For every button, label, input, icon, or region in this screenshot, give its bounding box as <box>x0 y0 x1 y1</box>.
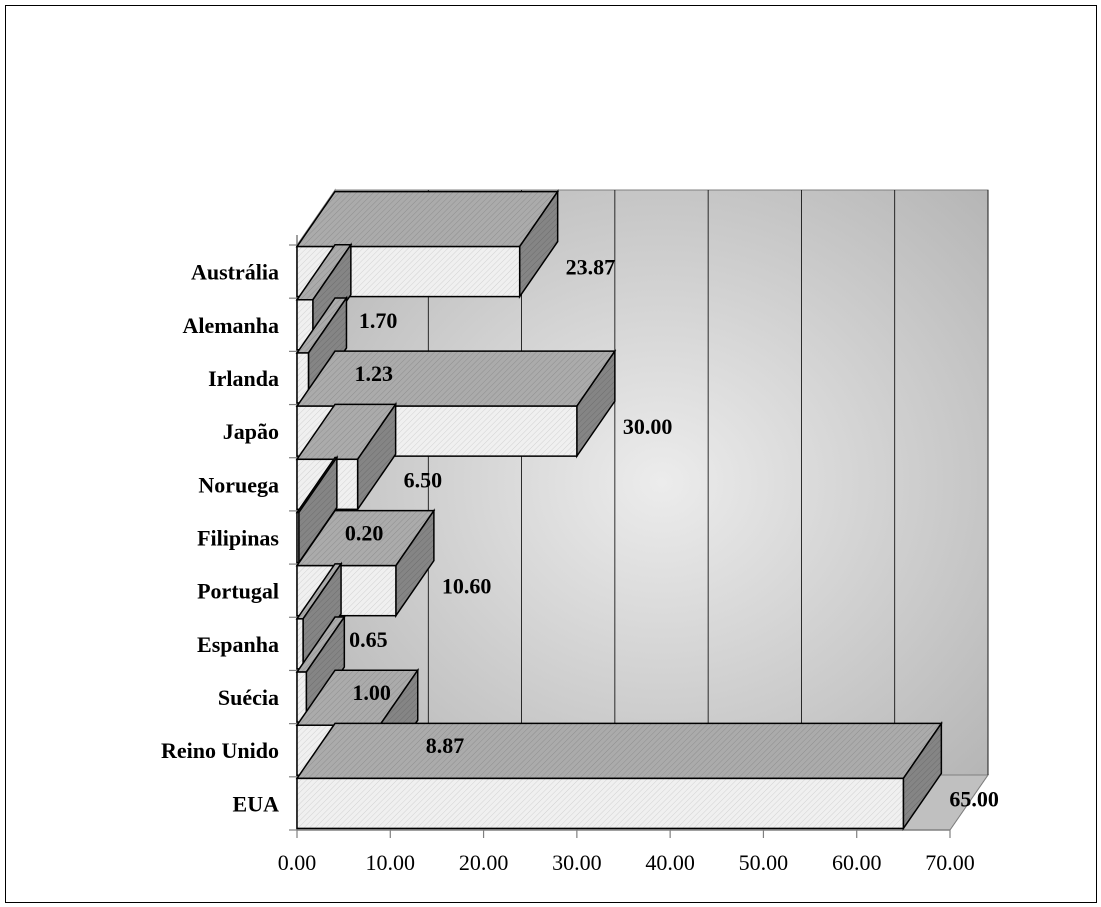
category-label: Alemanha <box>182 313 279 338</box>
bar-espanha <box>295 561 343 672</box>
x-tick-label: 50.00 <box>739 850 789 875</box>
x-tick-label: 60.00 <box>832 850 882 875</box>
category-label: Filipinas <box>197 526 279 551</box>
data-label: 0.65 <box>349 627 388 652</box>
x-tick-label: 70.00 <box>925 850 975 875</box>
category-label: Portugal <box>197 579 279 604</box>
data-label: 65.00 <box>949 786 999 811</box>
bar-front-face <box>296 777 905 830</box>
bar-portugal <box>295 508 436 619</box>
x-tick-label: 40.00 <box>645 850 695 875</box>
bar-filipinas <box>295 455 339 565</box>
data-label: 10.60 <box>442 574 492 599</box>
bar-suecia <box>295 614 346 725</box>
bar-front-face <box>296 511 300 564</box>
bar-top-face <box>295 350 617 407</box>
category-label: Irlanda <box>208 366 279 391</box>
bars <box>295 189 943 831</box>
data-label: 1.00 <box>352 680 391 705</box>
category-label: Austrália <box>191 260 279 285</box>
category-label: EUA <box>233 791 280 816</box>
bar-top-face <box>295 190 560 248</box>
data-label: 8.87 <box>426 733 465 758</box>
bar-top-face <box>295 722 943 780</box>
category-label: Japão <box>223 419 279 444</box>
labels: 0.00 10.00 20.00 30.00 40.00 50.00 60.00 70.00 2… <box>161 255 999 875</box>
data-label: 23.87 <box>566 255 616 280</box>
category-label: Espanha <box>197 632 279 657</box>
category-label: Suécia <box>218 685 279 710</box>
data-label: 6.50 <box>404 467 443 492</box>
category-label: Reino Unido <box>161 738 279 763</box>
data-label: 1.23 <box>354 361 393 386</box>
x-tick-label: 0.00 <box>278 850 317 875</box>
category-label: Noruega <box>198 472 279 497</box>
x-tick-label: 30.00 <box>552 850 602 875</box>
data-label: 0.20 <box>345 521 384 546</box>
bar-eua <box>295 721 943 831</box>
x-tick-label: 20.00 <box>459 850 509 875</box>
bar-front-face <box>296 618 304 670</box>
data-label: 30.00 <box>623 414 673 439</box>
floor-gridline <box>949 774 989 831</box>
data-label: 1.70 <box>359 308 398 333</box>
x-tick-label: 10.00 <box>366 850 416 875</box>
